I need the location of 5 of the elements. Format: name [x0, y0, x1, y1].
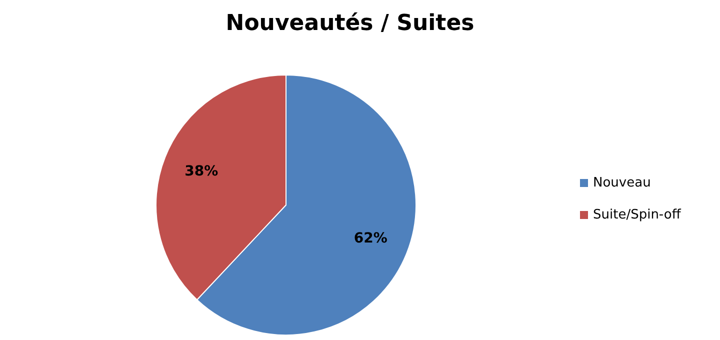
legend-label: Nouveau — [593, 176, 651, 191]
data-label: 62% — [354, 230, 388, 246]
legend-label: Suite/Spin-off — [593, 208, 682, 223]
chart-title: Nouveautés / Suites — [226, 11, 474, 36]
data-label: 38% — [184, 163, 218, 180]
